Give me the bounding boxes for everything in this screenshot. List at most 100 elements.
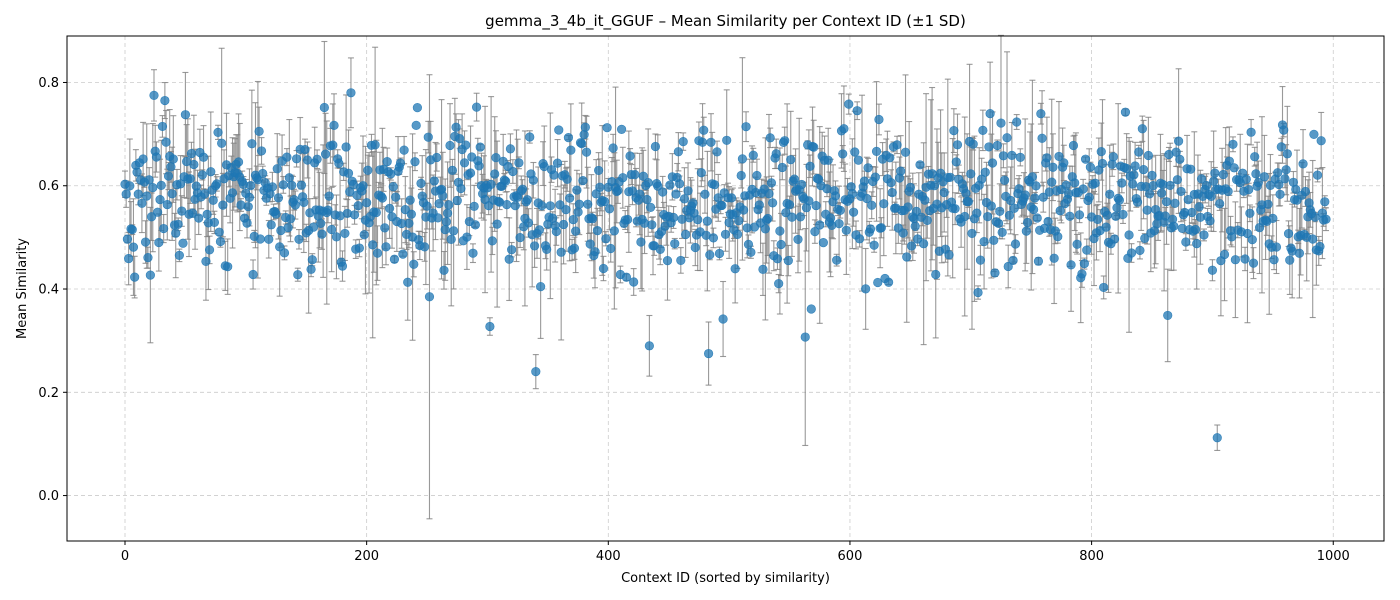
data-point (562, 174, 572, 184)
data-point (264, 234, 274, 244)
data-point (915, 160, 925, 170)
data-point (743, 239, 754, 249)
data-point (906, 241, 917, 251)
data-point (122, 234, 133, 244)
data-point (655, 244, 665, 254)
data-point (215, 236, 226, 247)
data-point (218, 200, 228, 210)
data-point (764, 189, 774, 199)
data-point (140, 237, 151, 247)
data-point (805, 161, 815, 171)
data-point (362, 198, 372, 208)
data-point (975, 255, 986, 265)
data-point (334, 158, 344, 168)
data-point (1175, 154, 1185, 164)
data-point (886, 178, 896, 188)
data-point (151, 152, 162, 162)
data-point (156, 180, 166, 190)
data-point (388, 182, 398, 192)
data-point (775, 226, 785, 236)
data-point (1242, 228, 1253, 239)
x-tick-label: 200 (354, 549, 379, 564)
data-point (1244, 185, 1254, 195)
data-point (573, 207, 583, 217)
data-point (327, 224, 337, 235)
data-point (132, 167, 142, 177)
data-point (248, 269, 258, 280)
data-point (1192, 238, 1202, 249)
data-point (429, 176, 439, 186)
data-point (572, 185, 582, 195)
data-point (844, 99, 854, 109)
data-point (1114, 195, 1124, 205)
data-point (1009, 203, 1019, 213)
data-point (1074, 210, 1085, 220)
data-point (1183, 195, 1193, 205)
data-point (1165, 180, 1175, 191)
data-point (380, 223, 390, 233)
data-point (1282, 149, 1292, 159)
data-point (296, 180, 307, 190)
data-point (320, 149, 331, 159)
data-point (143, 253, 153, 263)
data-point (299, 197, 309, 208)
data-point (1007, 150, 1017, 160)
data-point (283, 223, 293, 233)
y-axis-label: Mean Similarity (15, 238, 30, 339)
data-point (1047, 177, 1057, 187)
data-point (841, 225, 851, 235)
data-point (449, 226, 459, 236)
data-point (377, 193, 387, 203)
data-point (647, 220, 657, 230)
data-point (604, 204, 615, 214)
data-point (1274, 179, 1284, 190)
data-point (1245, 208, 1255, 218)
data-point (1240, 254, 1250, 264)
data-point (1275, 189, 1285, 199)
data-point (208, 195, 218, 205)
data-point (765, 133, 775, 143)
data-point (642, 194, 652, 205)
data-point (763, 213, 773, 224)
data-point (217, 138, 227, 148)
data-point (487, 236, 497, 246)
data-point (726, 193, 737, 203)
plot-area-frame (66, 35, 1385, 542)
data-point (1176, 186, 1186, 197)
data-point (561, 205, 571, 215)
data-point (1053, 232, 1063, 242)
data-point (323, 205, 333, 215)
data-point (1219, 249, 1230, 260)
data-point (124, 253, 134, 264)
data-point (1144, 189, 1155, 199)
data-point (697, 137, 708, 147)
data-point (963, 196, 973, 207)
x-tick-label: 1000 (1317, 549, 1350, 564)
data-point (1134, 147, 1144, 157)
data-point (748, 150, 758, 160)
data-point (1109, 234, 1120, 244)
data-point (1068, 140, 1079, 151)
data-point (670, 239, 680, 249)
data-point (966, 169, 976, 179)
data-point (490, 169, 500, 179)
data-point (1215, 199, 1225, 209)
data-point (1205, 216, 1215, 226)
data-point (381, 242, 391, 252)
data-point (1199, 230, 1209, 240)
data-point (967, 228, 977, 239)
data-point (446, 234, 456, 244)
data-point (835, 205, 845, 215)
data-point (424, 292, 435, 302)
data-point (556, 247, 566, 257)
data-point (862, 193, 872, 204)
data-point (474, 161, 484, 171)
data-point (944, 250, 954, 260)
data-point (371, 207, 381, 218)
data-point (558, 219, 569, 230)
data-point (517, 184, 528, 194)
data-point (525, 132, 535, 142)
data-point (1077, 269, 1087, 279)
data-point (306, 264, 316, 274)
data-point (438, 191, 448, 201)
